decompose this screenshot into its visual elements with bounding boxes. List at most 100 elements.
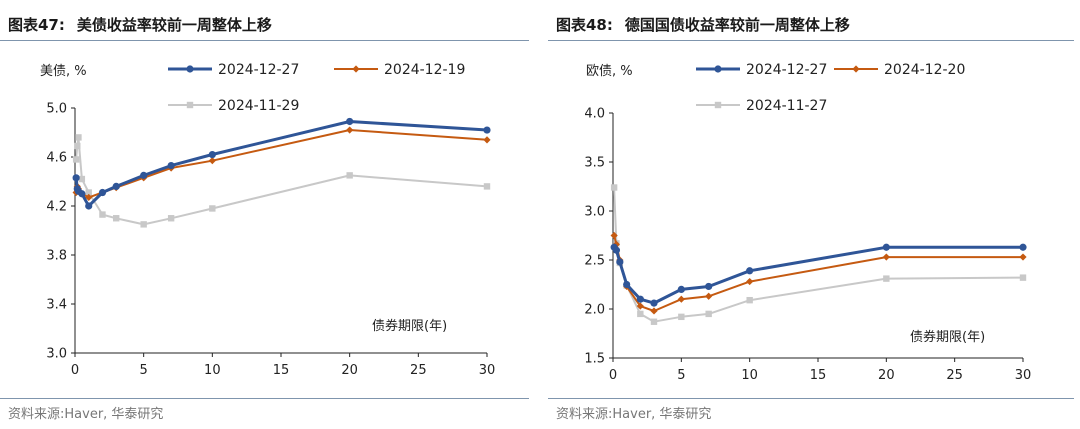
data-point-2024-12-19: [208, 157, 216, 165]
data-point-2024-11-29: [85, 189, 92, 196]
legend-label: 2024-12-19: [384, 62, 465, 78]
x-tick-label: 25: [410, 363, 427, 378]
x-tick-label: 15: [273, 363, 290, 378]
series-line-2024-12-27: [612, 245, 1023, 305]
legend-marker: [352, 65, 360, 73]
x-axis-label: 债券期限(年): [910, 329, 985, 345]
source-divider: [0, 398, 529, 399]
figure-number: 图表48:: [556, 16, 613, 34]
x-tick-label: 15: [810, 368, 827, 383]
y-tick-label: 1.5: [584, 352, 605, 367]
data-point-2024-11-29: [75, 134, 82, 141]
series-line-2024-12-27: [74, 120, 488, 208]
data-point-2024-12-19: [483, 136, 491, 144]
data-point-2024-12-27: [636, 295, 644, 303]
data-point-2024-11-27: [650, 318, 658, 325]
data-point-2024-12-27: [705, 282, 713, 291]
x-tick-label: 5: [140, 363, 148, 378]
german-bund-yield-curve-chart: 1.5 2.0 2.5 3.0 3.5 4.0 0 5 10 15 20 25 30 欧债, % 债券期限(…: [584, 62, 1032, 383]
data-point-2024-12-20: [705, 292, 713, 300]
legend-label: 2024-11-27: [746, 98, 827, 114]
legend-marker: [714, 65, 722, 73]
data-point-2024-11-27: [746, 296, 753, 304]
x-tick-label: 25: [946, 368, 963, 383]
figure-number: 图表47:: [8, 16, 65, 34]
title-divider: [548, 40, 1074, 41]
x-tick-label: 0: [71, 363, 79, 378]
legend-marker: [186, 101, 194, 109]
source-note: 资料来源:Haver, 华泰研究: [556, 407, 712, 422]
x-axis-label: 债券期限(年): [372, 318, 447, 334]
left-figure-panel: 图表47: 美债收益率较前一周整体上移 3.0 3.4 3.8 4.2 4.6 5.0 0 5 1…: [0, 0, 535, 429]
data-point-2024-11-27: [883, 275, 890, 282]
data-point-2024-11-29: [78, 175, 86, 183]
y-tick-label: 4.0: [584, 107, 605, 122]
data-point-2024-11-29: [140, 221, 147, 228]
legend-label: 2024-11-29: [218, 98, 299, 114]
data-point-2024-11-29: [483, 183, 491, 190]
data-point-2024-12-20: [650, 307, 658, 315]
data-point-2024-12-27: [483, 126, 491, 134]
y-tick-label: 5.0: [46, 102, 67, 117]
y-axis-label: 美债, %: [40, 64, 87, 79]
series-line-2024-12-19: [75, 129, 488, 199]
data-point-2024-12-27: [623, 280, 631, 289]
x-tick-label: 10: [741, 368, 758, 383]
data-point-2024-11-29: [99, 211, 106, 218]
figure-caption: 美债收益率较前一周整体上移: [76, 16, 272, 34]
data-point-2024-11-29: [74, 142, 81, 150]
data-point-2024-12-27: [650, 299, 658, 307]
data-point-2024-11-27: [1019, 274, 1027, 281]
data-point-2024-11-27: [637, 310, 644, 318]
data-point-2024-11-29: [167, 215, 175, 222]
y-tick-label: 3.8: [46, 249, 67, 264]
figure-caption: 德国国债收益率较前一周整体上移: [624, 16, 850, 34]
data-point-2024-11-29: [346, 172, 353, 179]
y-tick-label: 3.4: [46, 298, 67, 313]
data-point-2024-12-20: [610, 231, 618, 240]
data-point-2024-12-27: [85, 202, 93, 210]
data-point-2024-12-27: [78, 190, 86, 198]
data-point-2024-11-27: [678, 313, 685, 321]
data-point-2024-12-27: [746, 267, 754, 275]
legend-marker: [186, 65, 194, 73]
x-tick-label: 30: [1015, 368, 1032, 383]
x-tick-label: 10: [204, 363, 221, 378]
x-tick-label: 20: [878, 368, 895, 383]
data-point-2024-12-20: [1019, 253, 1027, 261]
x-tick-label: 0: [609, 368, 617, 383]
y-tick-label: 4.2: [46, 200, 67, 215]
data-point-2024-12-27: [616, 258, 624, 266]
data-point-2024-12-20: [746, 277, 754, 286]
right-figure-panel: 图表48: 德国国债收益率较前一周整体上移 1.5 2.0 2.5 3.0 3.5 4.0 0…: [548, 0, 1080, 429]
y-tick-label: 2.0: [584, 303, 605, 318]
data-point-2024-12-27: [140, 171, 148, 179]
legend-marker: [852, 65, 860, 73]
data-point-2024-12-27: [612, 246, 621, 254]
x-tick-label: 20: [341, 363, 358, 378]
y-tick-label: 4.6: [46, 151, 67, 166]
y-axis-label: 欧债, %: [586, 64, 633, 79]
legend-label: 2024-12-27: [746, 62, 827, 78]
y-tick-label: 3.0: [584, 205, 605, 220]
y-tick-label: 2.5: [584, 254, 605, 269]
data-point-2024-12-27: [677, 285, 685, 293]
data-point-2024-12-20: [882, 253, 890, 261]
data-point-2024-12-19: [346, 126, 354, 134]
legend-label: 2024-12-27: [218, 62, 299, 78]
legend-label: 2024-12-20: [884, 62, 965, 78]
data-point-2024-12-27: [1019, 243, 1027, 251]
data-point-2024-12-27: [882, 243, 890, 251]
data-point-2024-11-29: [72, 156, 80, 163]
figure-title: 图表47: 美债收益率较前一周整体上移: [8, 14, 272, 35]
data-point-2024-12-27: [112, 182, 120, 190]
source-note: 资料来源:Haver, 华泰研究: [8, 407, 164, 422]
data-point-2024-11-29: [209, 205, 216, 212]
us-treasury-yield-curve-chart: 3.0 3.4 3.8 4.2 4.6 5.0 0 5 10 15 20 25 30 美债, % 债券期限(…: [40, 62, 496, 378]
data-point-2024-12-19: [85, 193, 93, 202]
source-divider: [548, 398, 1074, 399]
x-tick-label: 30: [479, 363, 496, 378]
data-point-2024-12-27: [346, 117, 354, 126]
data-point-2024-12-27: [208, 150, 216, 159]
y-tick-label: 3.0: [46, 347, 67, 362]
